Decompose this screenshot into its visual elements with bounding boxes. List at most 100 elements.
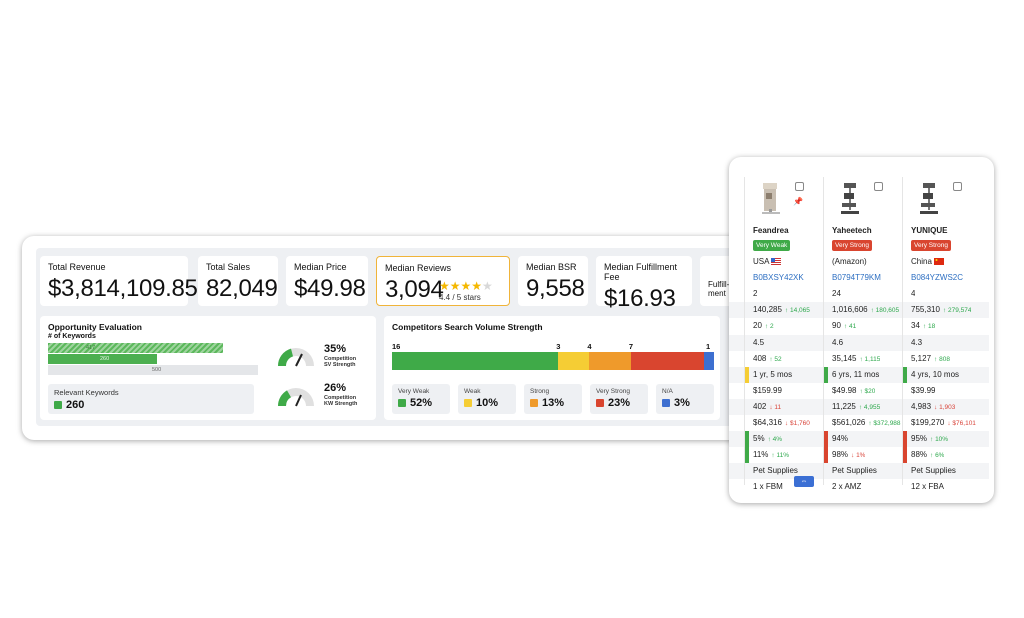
pin-icon[interactable]: 📌 — [793, 197, 803, 206]
sv-tile[interactable]: Very Strong 23% — [590, 384, 648, 414]
cell-r2: 140,285 ↑ 14,065 — [753, 305, 810, 314]
strength-badge: Very Strong — [832, 240, 872, 251]
sv-tile[interactable]: Weak 10% — [458, 384, 516, 414]
kpi-total-sales[interactable]: Total Sales 82,049 — [198, 256, 278, 306]
cell-value: 2 x AMZ — [832, 482, 862, 492]
cat-tree-thumbnail-icon[interactable] — [840, 179, 862, 215]
cell-value: 2 — [753, 289, 758, 299]
select-checkbox[interactable] — [874, 182, 883, 191]
delta-value: ↑ 10% — [930, 436, 949, 444]
kpi-median-price[interactable]: Median Price $49.98 — [286, 256, 368, 306]
cell-value: China — [911, 257, 932, 266]
gauge-label: Competition KW Strength — [324, 395, 357, 407]
cell-asin[interactable]: B084YZWS2C — [911, 273, 963, 282]
cell-r2: 1,016,606 ↑ 180,605 — [832, 305, 899, 314]
sv-count-label: 16 — [392, 342, 401, 351]
cell-category: Pet Supplies — [911, 466, 956, 475]
cell-value: 4.6 — [832, 337, 844, 347]
cat-tree-thumbnail-icon[interactable] — [761, 179, 783, 215]
cell-value: $64,316 — [753, 418, 782, 427]
sv-count-label: 1 — [706, 342, 711, 351]
table-row — [729, 366, 989, 383]
delta-value: ↑ 2 — [764, 323, 774, 331]
sv-segment — [558, 352, 590, 370]
sv-strength-panel: Competitors Search Volume Strength 16 3 4 7… — [384, 316, 720, 420]
opportunity-panel: Opportunity Evaluation # of Keywords 417… — [40, 316, 376, 420]
star-rating-icon: ★★★★★ — [439, 279, 493, 293]
kpi-total-revenue[interactable]: Total Revenue $3,814,109.85 — [40, 256, 198, 306]
strength-badge: Very Strong — [911, 240, 951, 251]
cell-r3: 20 ↑ 2 — [753, 321, 774, 330]
sv-tile[interactable]: Very Weak 52% — [392, 384, 450, 414]
select-checkbox[interactable] — [953, 182, 962, 191]
cell-r1: 4 — [911, 289, 915, 298]
cell-value: 12 x FBA — [911, 482, 944, 492]
delta-value: ↑ $372,988 — [868, 420, 901, 427]
panel-title: Opportunity Evaluation — [48, 322, 142, 332]
cell-asin[interactable]: B0BXSY42XK — [753, 273, 804, 282]
sv-count-label: 4 — [587, 342, 592, 351]
cell-value: 4.3 — [911, 337, 923, 347]
rating-text: 4.4 / 5 stars — [439, 293, 481, 302]
cat-tree-thumbnail-icon[interactable] — [919, 179, 941, 215]
delta-value: ↑ $20 — [859, 387, 876, 395]
age-indicator-bar — [903, 366, 907, 383]
cell-r2: 755,310 ↑ 279,574 — [911, 305, 971, 314]
select-checkbox[interactable] — [795, 182, 804, 191]
sv-tile-value: 10% — [476, 397, 499, 409]
cell-value: $159.99 — [753, 385, 782, 395]
column-divider — [823, 177, 824, 485]
cell-price: $159.99 — [753, 386, 782, 395]
kpi-label: Total Revenue — [48, 262, 106, 272]
gauge-label-line: KW Strength — [324, 401, 358, 407]
expand-button[interactable]: ⇔ — [794, 476, 814, 487]
table-row — [729, 286, 989, 302]
panel-subtitle: # of Keywords — [48, 333, 96, 340]
kpi-median-fulfillment-fee[interactable]: Median Fulfillment Fee $16.93 — [596, 256, 692, 312]
relevant-keywords-value-row: 260 — [54, 399, 248, 411]
table-row — [729, 302, 989, 319]
cell-asin[interactable]: B0794T79KM — [832, 273, 881, 282]
cell-value: 11,225 — [832, 401, 856, 411]
cell-value: 11% — [753, 450, 769, 460]
cell-country: China — [911, 257, 944, 266]
cell-r11: 98% ↓ 1% — [832, 450, 865, 459]
cell-r9: $561,026 ↑ $372,988 — [832, 418, 901, 427]
dashboard-card: Total Revenue $3,814,109.85 Total Sales … — [22, 236, 782, 440]
kpi-median-reviews[interactable]: Median Reviews 3,094 ★★★★★ 4.4 / 5 stars — [376, 256, 510, 306]
cell-country: (Amazon) — [832, 257, 867, 266]
cell-r3: 90 ↑ 41 — [832, 321, 856, 330]
kw-strength-gauge-icon — [278, 388, 314, 407]
cell-r11: 88% ↑ 6% — [911, 450, 944, 459]
cell-age: 6 yrs, 11 mos — [832, 370, 879, 379]
delta-value: ↓ $76,101 — [947, 420, 976, 427]
cell-value: 5% — [753, 434, 765, 444]
delta-value: ↑ 279,574 — [942, 307, 972, 315]
kpi-label: Median Reviews — [385, 263, 452, 273]
sv-tile-value-row: 13% — [530, 397, 576, 409]
sv-tile-value: 23% — [608, 397, 631, 409]
sv-segment — [630, 352, 704, 370]
sv-tile[interactable]: N/A 3% — [656, 384, 714, 414]
cell-value: B0BXSY42XK — [753, 273, 804, 283]
age-indicator-bar — [745, 366, 749, 383]
cell-value: 6 yrs, 11 mos — [832, 369, 880, 379]
cell-seller: 2 x AMZ — [832, 482, 861, 491]
delta-value: ↑ 11% — [771, 452, 790, 460]
kpi-median-bsr[interactable]: Median BSR 9,558 — [518, 256, 588, 306]
sv-tile[interactable]: Strong 13% — [524, 384, 582, 414]
cell-value: 4 yrs, 10 mos — [911, 369, 960, 379]
cell-category: Pet Supplies — [753, 466, 798, 475]
sv-tile-label: Very Weak — [398, 388, 430, 395]
sv-tile-value: 3% — [674, 397, 690, 409]
table-row — [729, 334, 989, 351]
share-indicator-bar — [745, 431, 749, 464]
delta-value: ↑ 4,955 — [858, 403, 881, 411]
relevant-keywords-tile[interactable]: Relevant Keywords 260 — [48, 384, 254, 414]
delta-value: ↑ 41 — [843, 323, 857, 331]
cell-value: $39.99 — [911, 385, 936, 395]
cell-value: 35,145 — [832, 353, 857, 363]
cell-value: 5,127 — [911, 353, 932, 363]
cell-value: 408 — [753, 353, 767, 363]
delta-value: ↑ 52 — [769, 355, 782, 363]
